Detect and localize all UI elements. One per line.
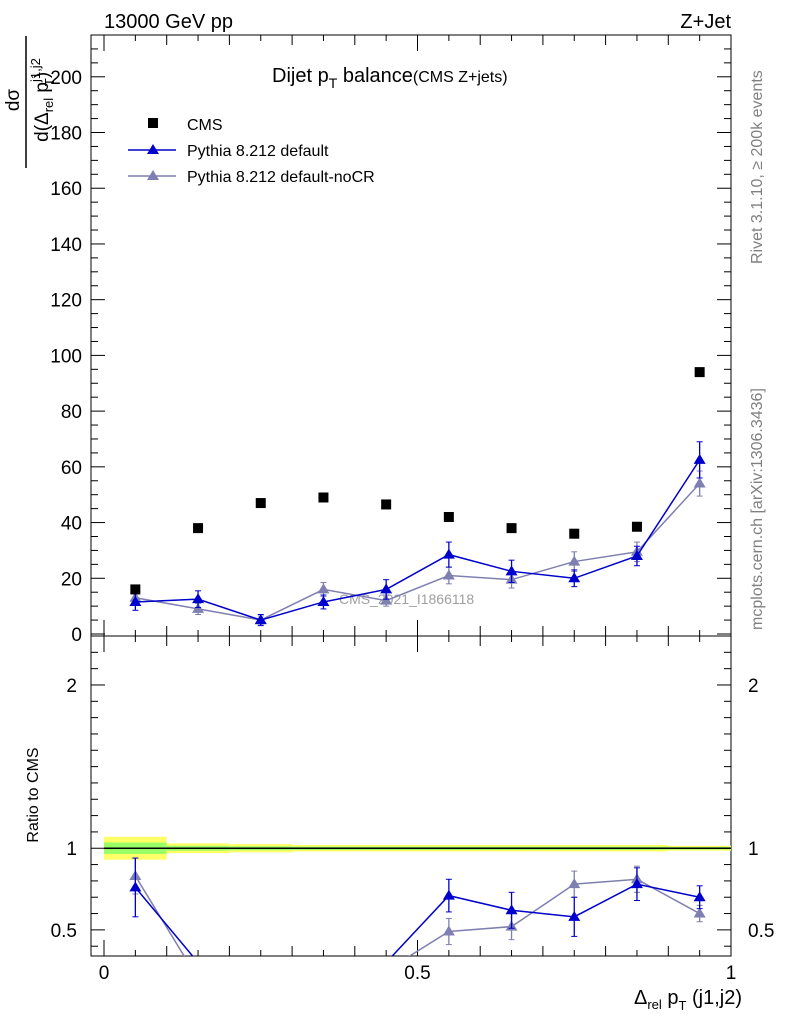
- ratio-point-nocr: [693, 907, 706, 918]
- ratio-point-default: [192, 957, 204, 967]
- main-point-cms: [569, 528, 580, 539]
- ratio-tick-label-right: 2: [748, 676, 759, 697]
- x-axis-title: Δrel pT (j1,j2): [634, 987, 742, 1013]
- svg-text:dσ: dσ: [3, 89, 24, 112]
- ratio-tick-label: 2: [66, 676, 77, 697]
- legend-label-default: Pythia 8.212 default: [187, 143, 329, 160]
- main-point-default: [630, 549, 643, 560]
- ratio-tick-label-right: 0.5: [748, 921, 774, 942]
- main-point-cms: [130, 584, 141, 595]
- main-point-default: [442, 548, 455, 559]
- ratio-point-default: [505, 904, 518, 915]
- main-point-default: [380, 583, 393, 594]
- ratio-point-default: [317, 973, 329, 983]
- x-tick-label: 0: [99, 963, 110, 984]
- main-point-cms: [694, 367, 705, 378]
- y-tick-label: 60: [61, 458, 82, 479]
- ratio-plot-data: [129, 857, 706, 999]
- main-point-cms: [506, 523, 517, 534]
- y-tick-label: 160: [50, 179, 82, 200]
- ratio-point-default: [380, 957, 392, 967]
- y-tick-label: 140: [50, 235, 82, 256]
- ratio-y-axis-title: Ratio to CMS: [25, 747, 42, 842]
- main-point-cms: [443, 511, 454, 522]
- ratio-y-axis: 0.5 0.5 1 1 2 2: [51, 651, 774, 947]
- y-tick-label: 200: [50, 68, 82, 89]
- y-tick-label: 20: [61, 569, 82, 590]
- y-tick-label: 120: [50, 291, 82, 312]
- main-point-cms: [255, 498, 266, 509]
- main-point-default: [693, 453, 706, 464]
- rivet-label: Rivet 3.1.10, ≥ 200k events: [749, 70, 766, 264]
- ratio-point-default: [693, 891, 706, 902]
- ratio-point-default: [442, 889, 455, 900]
- ratio-point-default: [255, 989, 267, 999]
- y-tick-label: 180: [50, 124, 82, 145]
- y-tick-label: 100: [50, 346, 82, 367]
- ratio-tick-label: 1: [66, 839, 77, 860]
- legend-marker-nocr: [147, 170, 159, 180]
- main-line-nocr: [135, 483, 701, 621]
- ratio-uncertainty-band: [104, 836, 731, 860]
- y-tick-label: 80: [61, 402, 82, 423]
- main-point-cms: [381, 499, 392, 510]
- ratio-point-nocr: [317, 973, 329, 983]
- main-point-nocr: [693, 477, 706, 488]
- main-point-default: [254, 614, 267, 625]
- mcplots-label: mcplots.cern.ch [arXiv:1306.3436]: [749, 388, 766, 630]
- ratio-point-nocr: [192, 973, 204, 983]
- y-tick-label: 40: [61, 514, 82, 535]
- ratio-line-default: [134, 883, 700, 956]
- ratio-point-nocr: [442, 925, 455, 936]
- ratio-point-nocr: [255, 989, 267, 999]
- ratio-point-nocr: [568, 878, 581, 889]
- main-plot-data: [129, 367, 706, 627]
- main-point-default: [129, 595, 142, 606]
- main-point-default: [568, 572, 581, 583]
- legend-marker-default: [147, 144, 159, 154]
- main-point-nocr: [317, 583, 330, 594]
- ratio-point-default: [568, 910, 581, 921]
- main-point-default: [317, 595, 330, 606]
- main-point-default: [192, 593, 205, 604]
- main-point-cms: [193, 523, 204, 534]
- ratio-frame: [90, 635, 732, 957]
- svg-text:d(Δrel pj1,j2T): d(Δrel pj1,j2T): [28, 58, 57, 142]
- main-point-default: [505, 565, 518, 576]
- main-point-nocr: [568, 555, 581, 566]
- legend: CMS Pythia 8.212 default Pythia 8.212 de…: [128, 117, 375, 186]
- main-y-axis-title: dσ d(Δrel pj1,j2T): [3, 36, 57, 168]
- x-tick-label: 1: [726, 963, 737, 984]
- ratio-point-nocr: [380, 965, 392, 975]
- plot-title: Dijet pT balance(CMS Z+jets): [272, 65, 508, 91]
- legend-marker-cms: [148, 118, 158, 128]
- y-tick-label: 0: [71, 625, 82, 646]
- main-line-default: [135, 459, 701, 621]
- ratio-point-default: [630, 878, 643, 889]
- x-tick-label: 0.5: [404, 963, 430, 984]
- main-point-cms: [318, 492, 329, 503]
- ratio-tick-label-right: 1: [748, 839, 759, 860]
- ratio-point-default: [129, 881, 142, 892]
- legend-label-cms: CMS: [187, 117, 223, 134]
- ratio-line-nocr: [134, 875, 701, 956]
- analysis-watermark: CMS_2021_I1866118: [339, 591, 474, 607]
- main-point-nocr: [442, 569, 455, 580]
- x-axis: 0 0.5 1: [99, 35, 737, 984]
- main-y-axis: 0 20 40 60 80 100 120 140 160 180 200: [50, 48, 731, 646]
- legend-label-nocr: Pythia 8.212 default-noCR: [187, 169, 375, 186]
- ratio-tick-label: 0.5: [51, 921, 77, 942]
- energy-label: 13000 GeV pp: [104, 11, 233, 33]
- process-label: Z+Jet: [680, 11, 731, 33]
- main-point-cms: [631, 521, 642, 532]
